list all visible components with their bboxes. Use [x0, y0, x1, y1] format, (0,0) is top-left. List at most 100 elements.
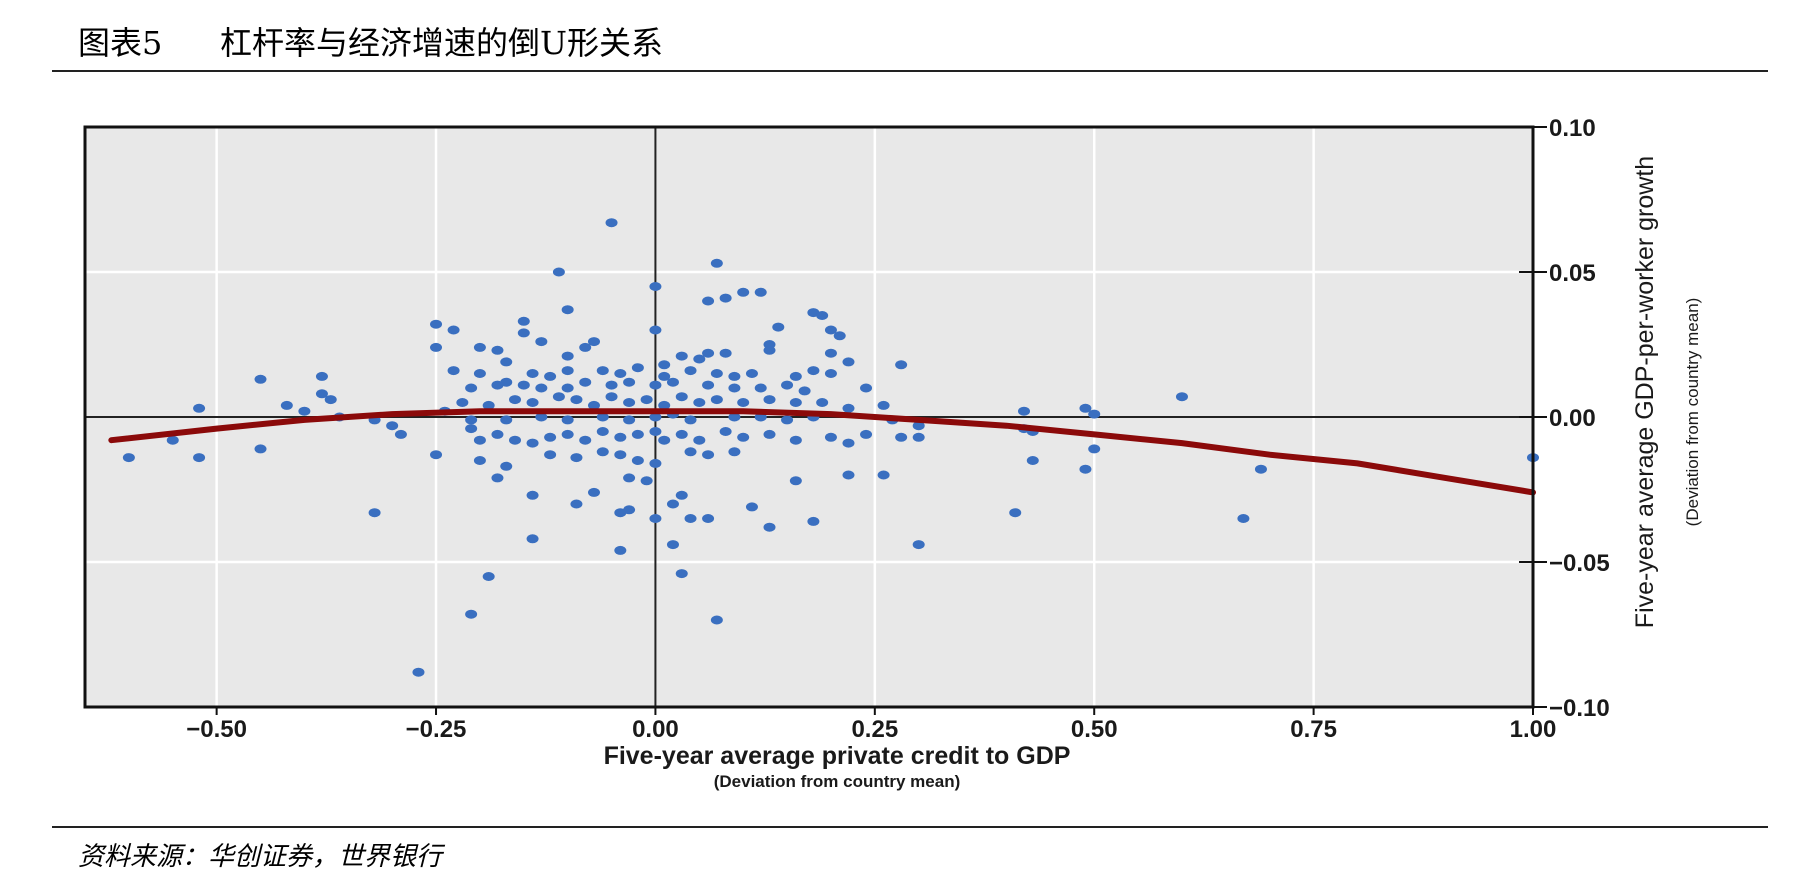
data-point	[491, 380, 504, 390]
data-point	[1088, 409, 1101, 419]
x-tick-label: 1.00	[1510, 716, 1557, 743]
data-point	[526, 398, 539, 407]
data-point	[693, 354, 706, 364]
data-point	[895, 432, 908, 442]
data-point	[754, 383, 767, 393]
data-point	[798, 386, 811, 396]
data-point	[658, 435, 671, 445]
data-point	[465, 424, 478, 434]
data-point	[824, 348, 837, 358]
data-point	[649, 514, 662, 523]
data-point	[631, 456, 644, 465]
data-point	[807, 366, 820, 376]
data-point	[640, 476, 653, 486]
data-point	[763, 395, 776, 405]
data-point	[561, 305, 574, 315]
data-point	[763, 522, 776, 532]
data-point	[570, 395, 583, 405]
data-point	[877, 400, 890, 410]
data-point	[561, 429, 574, 439]
source-note: 资料来源：华创证券，世界银行	[78, 842, 443, 872]
data-point	[579, 377, 592, 387]
data-point	[1079, 464, 1092, 474]
data-point	[596, 447, 609, 457]
data-point	[623, 377, 636, 387]
data-point	[473, 369, 486, 378]
y-tick-label: 0.10	[1549, 115, 1596, 142]
data-point	[254, 374, 267, 384]
data-point	[912, 540, 925, 550]
figure-title: 杠杆率与经济增速的倒U形关系	[220, 24, 663, 62]
data-point	[789, 435, 802, 445]
data-point	[561, 366, 574, 376]
data-point	[535, 383, 548, 393]
data-point	[579, 342, 592, 352]
data-point	[605, 218, 618, 228]
data-point	[509, 395, 522, 405]
data-point	[640, 395, 653, 405]
data-point	[500, 357, 513, 367]
data-point	[842, 357, 855, 367]
data-point	[684, 514, 697, 523]
data-point	[623, 415, 636, 425]
data-point	[579, 435, 592, 445]
data-point	[473, 435, 486, 445]
data-point	[649, 325, 662, 335]
data-point	[728, 383, 741, 393]
data-point	[693, 398, 706, 407]
data-point	[702, 296, 715, 306]
data-point	[658, 400, 671, 410]
data-point	[500, 461, 513, 471]
data-point	[789, 398, 802, 407]
data-point	[544, 450, 557, 460]
data-point	[193, 403, 206, 413]
data-point	[1009, 508, 1022, 518]
data-point	[456, 398, 469, 407]
data-point	[745, 502, 758, 512]
x-tick-label: 0.00	[632, 716, 679, 743]
data-point	[710, 395, 723, 405]
data-point	[605, 392, 618, 402]
data-point	[535, 412, 548, 422]
data-point	[482, 572, 495, 581]
data-point	[623, 398, 636, 407]
data-point	[587, 337, 600, 347]
data-point	[649, 458, 662, 468]
data-point	[754, 287, 767, 297]
x-tick-label: −0.50	[186, 716, 247, 743]
data-point	[649, 412, 662, 422]
data-point	[491, 473, 504, 483]
y-axis-title: Five-year average GDP-per-worker growth	[1631, 156, 1659, 628]
data-point	[1175, 392, 1188, 402]
x-axis-subtitle: (Deviation from country mean)	[714, 772, 961, 791]
data-point	[824, 369, 837, 378]
data-point	[298, 406, 311, 416]
data-point	[702, 380, 715, 390]
data-point	[596, 427, 609, 436]
data-point	[728, 447, 741, 457]
data-point	[473, 456, 486, 465]
data-point	[710, 369, 723, 378]
data-point	[745, 369, 758, 378]
data-point	[789, 371, 802, 381]
data-point	[412, 667, 425, 677]
x-tick-label: 0.75	[1290, 716, 1337, 743]
data-point	[702, 514, 715, 523]
data-point	[570, 499, 583, 509]
y-tick-label: 0.05	[1549, 260, 1596, 287]
data-point	[1026, 456, 1039, 465]
data-point	[658, 371, 671, 381]
data-point	[737, 398, 750, 407]
data-point	[315, 371, 328, 381]
data-point	[912, 432, 925, 442]
data-point	[491, 429, 504, 439]
data-point	[394, 429, 407, 439]
data-point	[649, 282, 662, 291]
data-point	[482, 400, 495, 410]
data-point	[816, 398, 829, 407]
data-point	[614, 545, 627, 555]
data-point	[561, 415, 574, 425]
data-point	[430, 450, 443, 460]
data-point	[526, 369, 539, 378]
data-point	[895, 360, 908, 370]
